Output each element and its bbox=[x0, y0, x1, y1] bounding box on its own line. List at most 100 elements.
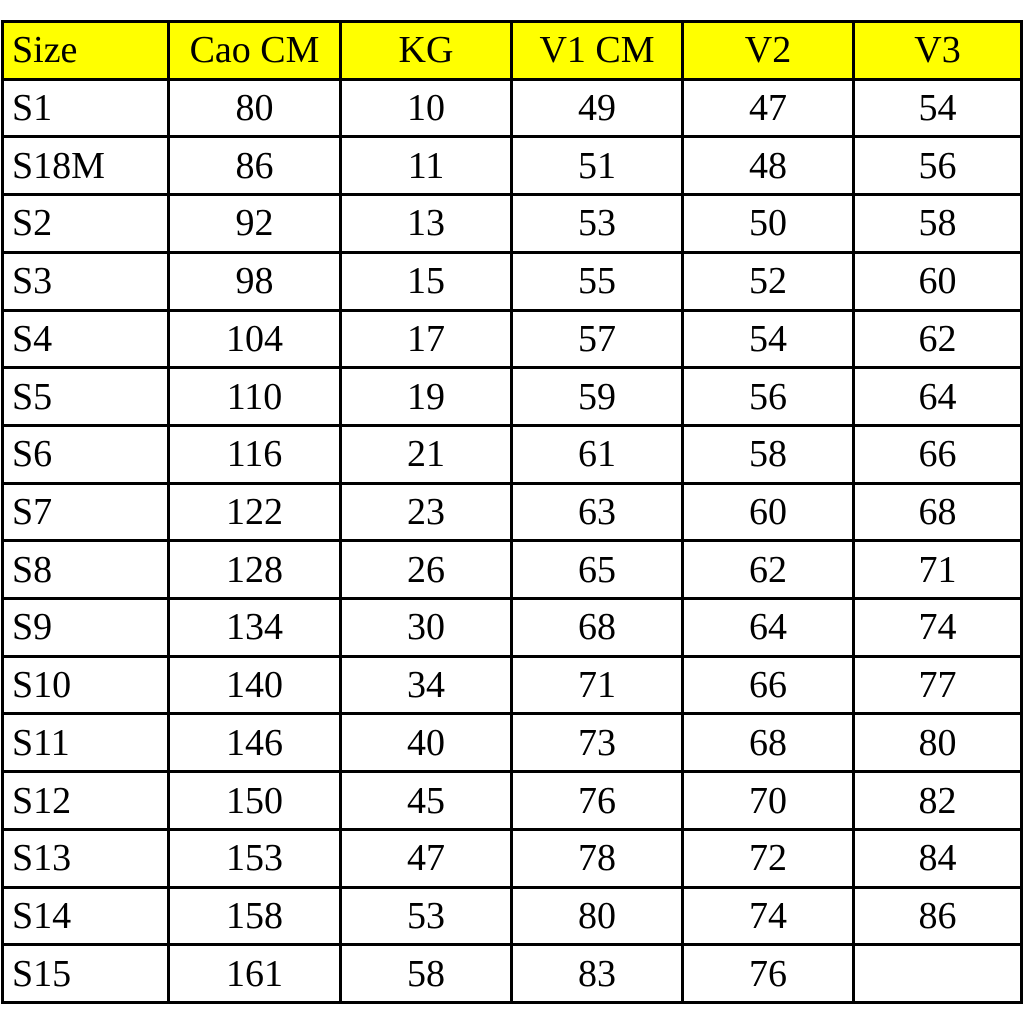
table-cell: 53 bbox=[513, 196, 681, 251]
table-cell: 47 bbox=[684, 80, 852, 136]
table-cell: 55 bbox=[513, 253, 681, 309]
table-cell: 74 bbox=[855, 600, 1020, 655]
table-cell: 80 bbox=[170, 80, 339, 136]
table-cell: S15 bbox=[4, 946, 167, 1001]
table-cell: 64 bbox=[684, 600, 852, 655]
table-cell: 52 bbox=[684, 253, 852, 309]
header-cell: V2 bbox=[684, 23, 852, 78]
table-cell: S2 bbox=[4, 196, 167, 251]
table-cell: 71 bbox=[855, 542, 1020, 598]
table-cell: 68 bbox=[855, 484, 1020, 540]
table-cell: 64 bbox=[855, 369, 1020, 424]
table-cell: 10 bbox=[342, 80, 510, 136]
table-cell: S14 bbox=[4, 888, 167, 944]
table-cell: 49 bbox=[513, 80, 681, 136]
table-cell: 158 bbox=[170, 888, 339, 944]
header-cell: KG bbox=[342, 23, 510, 78]
table-cell: S6 bbox=[4, 426, 167, 482]
table-cell: 84 bbox=[855, 830, 1020, 886]
table-cell: 71 bbox=[513, 657, 681, 713]
table-cell: 53 bbox=[342, 888, 510, 944]
table-cell: 74 bbox=[684, 888, 852, 944]
header-cell: V1 CM bbox=[513, 23, 681, 78]
size-table: Size Cao CM KG V1 CM V2 V3 S1 80 10 49 47 54 S18M 86 1… bbox=[1, 20, 1023, 1004]
table-cell: S4 bbox=[4, 311, 167, 367]
table-cell: 72 bbox=[684, 830, 852, 886]
table-cell: 62 bbox=[684, 542, 852, 598]
table-cell: S3 bbox=[4, 253, 167, 309]
table-cell: 56 bbox=[684, 369, 852, 424]
table-cell: 98 bbox=[170, 253, 339, 309]
table-cell: 116 bbox=[170, 426, 339, 482]
table-cell: 23 bbox=[342, 484, 510, 540]
table-cell: 86 bbox=[170, 138, 339, 194]
table-cell: 40 bbox=[342, 715, 510, 771]
table-cell: 104 bbox=[170, 311, 339, 367]
table-cell: 21 bbox=[342, 426, 510, 482]
table-cell: 70 bbox=[684, 773, 852, 828]
table-cell: 65 bbox=[513, 542, 681, 598]
table-cell: S5 bbox=[4, 369, 167, 424]
table-cell: S9 bbox=[4, 600, 167, 655]
table-cell: 76 bbox=[513, 773, 681, 828]
table-cell: 66 bbox=[684, 657, 852, 713]
table-cell: S7 bbox=[4, 484, 167, 540]
table-cell: 63 bbox=[513, 484, 681, 540]
table-cell: 92 bbox=[170, 196, 339, 251]
table-cell: S10 bbox=[4, 657, 167, 713]
table-cell: 58 bbox=[855, 196, 1020, 251]
table-cell: 60 bbox=[684, 484, 852, 540]
table-cell: 76 bbox=[684, 946, 852, 1001]
table-cell: 128 bbox=[170, 542, 339, 598]
table-cell: 17 bbox=[342, 311, 510, 367]
table-cell: 11 bbox=[342, 138, 510, 194]
table-cell: 15 bbox=[342, 253, 510, 309]
table-cell: 122 bbox=[170, 484, 339, 540]
table-cell: 161 bbox=[170, 946, 339, 1001]
table-cell: S13 bbox=[4, 830, 167, 886]
table-cell: 60 bbox=[855, 253, 1020, 309]
table-cell: S1 bbox=[4, 80, 167, 136]
table-cell: 146 bbox=[170, 715, 339, 771]
table-cell: 51 bbox=[513, 138, 681, 194]
table-cell: S8 bbox=[4, 542, 167, 598]
table-cell: 153 bbox=[170, 830, 339, 886]
table-cell: 66 bbox=[855, 426, 1020, 482]
header-cell: Size bbox=[4, 23, 167, 78]
table-cell: S12 bbox=[4, 773, 167, 828]
table-cell: 59 bbox=[513, 369, 681, 424]
table-cell: 73 bbox=[513, 715, 681, 771]
table-cell: 78 bbox=[513, 830, 681, 886]
table-cell: 57 bbox=[513, 311, 681, 367]
table-cell: 86 bbox=[855, 888, 1020, 944]
table-cell: 140 bbox=[170, 657, 339, 713]
table-cell: 30 bbox=[342, 600, 510, 655]
table-cell: 83 bbox=[513, 946, 681, 1001]
table-cell: 54 bbox=[684, 311, 852, 367]
table-cell: S18M bbox=[4, 138, 167, 194]
table-cell: 47 bbox=[342, 830, 510, 886]
table-cell: 80 bbox=[855, 715, 1020, 771]
table-cell: 150 bbox=[170, 773, 339, 828]
table-cell: 58 bbox=[342, 946, 510, 1001]
table-cell: 26 bbox=[342, 542, 510, 598]
table-cell: 45 bbox=[342, 773, 510, 828]
table-cell: 19 bbox=[342, 369, 510, 424]
table-cell: 61 bbox=[513, 426, 681, 482]
table-cell: 62 bbox=[855, 311, 1020, 367]
header-cell: V3 bbox=[855, 23, 1020, 78]
table-cell: 54 bbox=[855, 80, 1020, 136]
table-cell bbox=[855, 946, 1020, 1001]
table-cell: 134 bbox=[170, 600, 339, 655]
table-cell: 110 bbox=[170, 369, 339, 424]
table-cell: 50 bbox=[684, 196, 852, 251]
header-cell: Cao CM bbox=[170, 23, 339, 78]
table-cell: 48 bbox=[684, 138, 852, 194]
table-cell: 68 bbox=[684, 715, 852, 771]
table-cell: 56 bbox=[855, 138, 1020, 194]
table-cell: 68 bbox=[513, 600, 681, 655]
table-cell: 82 bbox=[855, 773, 1020, 828]
table-cell: 13 bbox=[342, 196, 510, 251]
table-cell: 58 bbox=[684, 426, 852, 482]
